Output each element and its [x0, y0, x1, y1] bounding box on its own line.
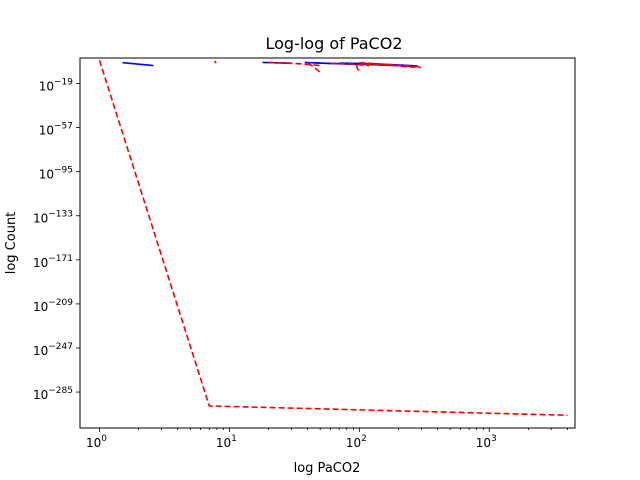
- y-tick-exponent: −95: [54, 166, 73, 176]
- y-tick-exponent: −57: [54, 122, 73, 132]
- y-tick-exponent: −247: [48, 342, 73, 352]
- y-tick-base: 10: [39, 80, 54, 94]
- y-tick-base: 10: [33, 388, 48, 402]
- y-tick-exponent: −285: [48, 386, 73, 396]
- y-tick-exponent: −19: [54, 78, 73, 88]
- y-tick-base: 10: [33, 256, 48, 270]
- y-tick-base: 10: [33, 344, 48, 358]
- y-tick-exponent: −133: [48, 210, 73, 220]
- chart-title: Log-log of PaCO2: [265, 34, 402, 53]
- y-tick-base: 10: [39, 124, 54, 138]
- x-axis-label: log PaCO2: [294, 461, 361, 476]
- x-tick-base: 10: [346, 436, 361, 450]
- x-tick-exponent: 0: [101, 434, 107, 444]
- x-tick-exponent: 2: [361, 434, 367, 444]
- x-tick-base: 10: [86, 436, 101, 450]
- y-tick-exponent: −209: [48, 298, 73, 308]
- x-tick-exponent: 3: [491, 434, 497, 444]
- x-tick-base: 10: [476, 436, 491, 450]
- y-axis-label: log Count: [4, 212, 19, 275]
- x-tick-base: 10: [216, 436, 231, 450]
- y-tick-base: 10: [33, 212, 48, 226]
- y-tick-exponent: −171: [48, 254, 73, 264]
- y-tick-base: 10: [33, 300, 48, 314]
- y-tick-base: 10: [39, 168, 54, 182]
- x-tick-exponent: 1: [231, 434, 237, 444]
